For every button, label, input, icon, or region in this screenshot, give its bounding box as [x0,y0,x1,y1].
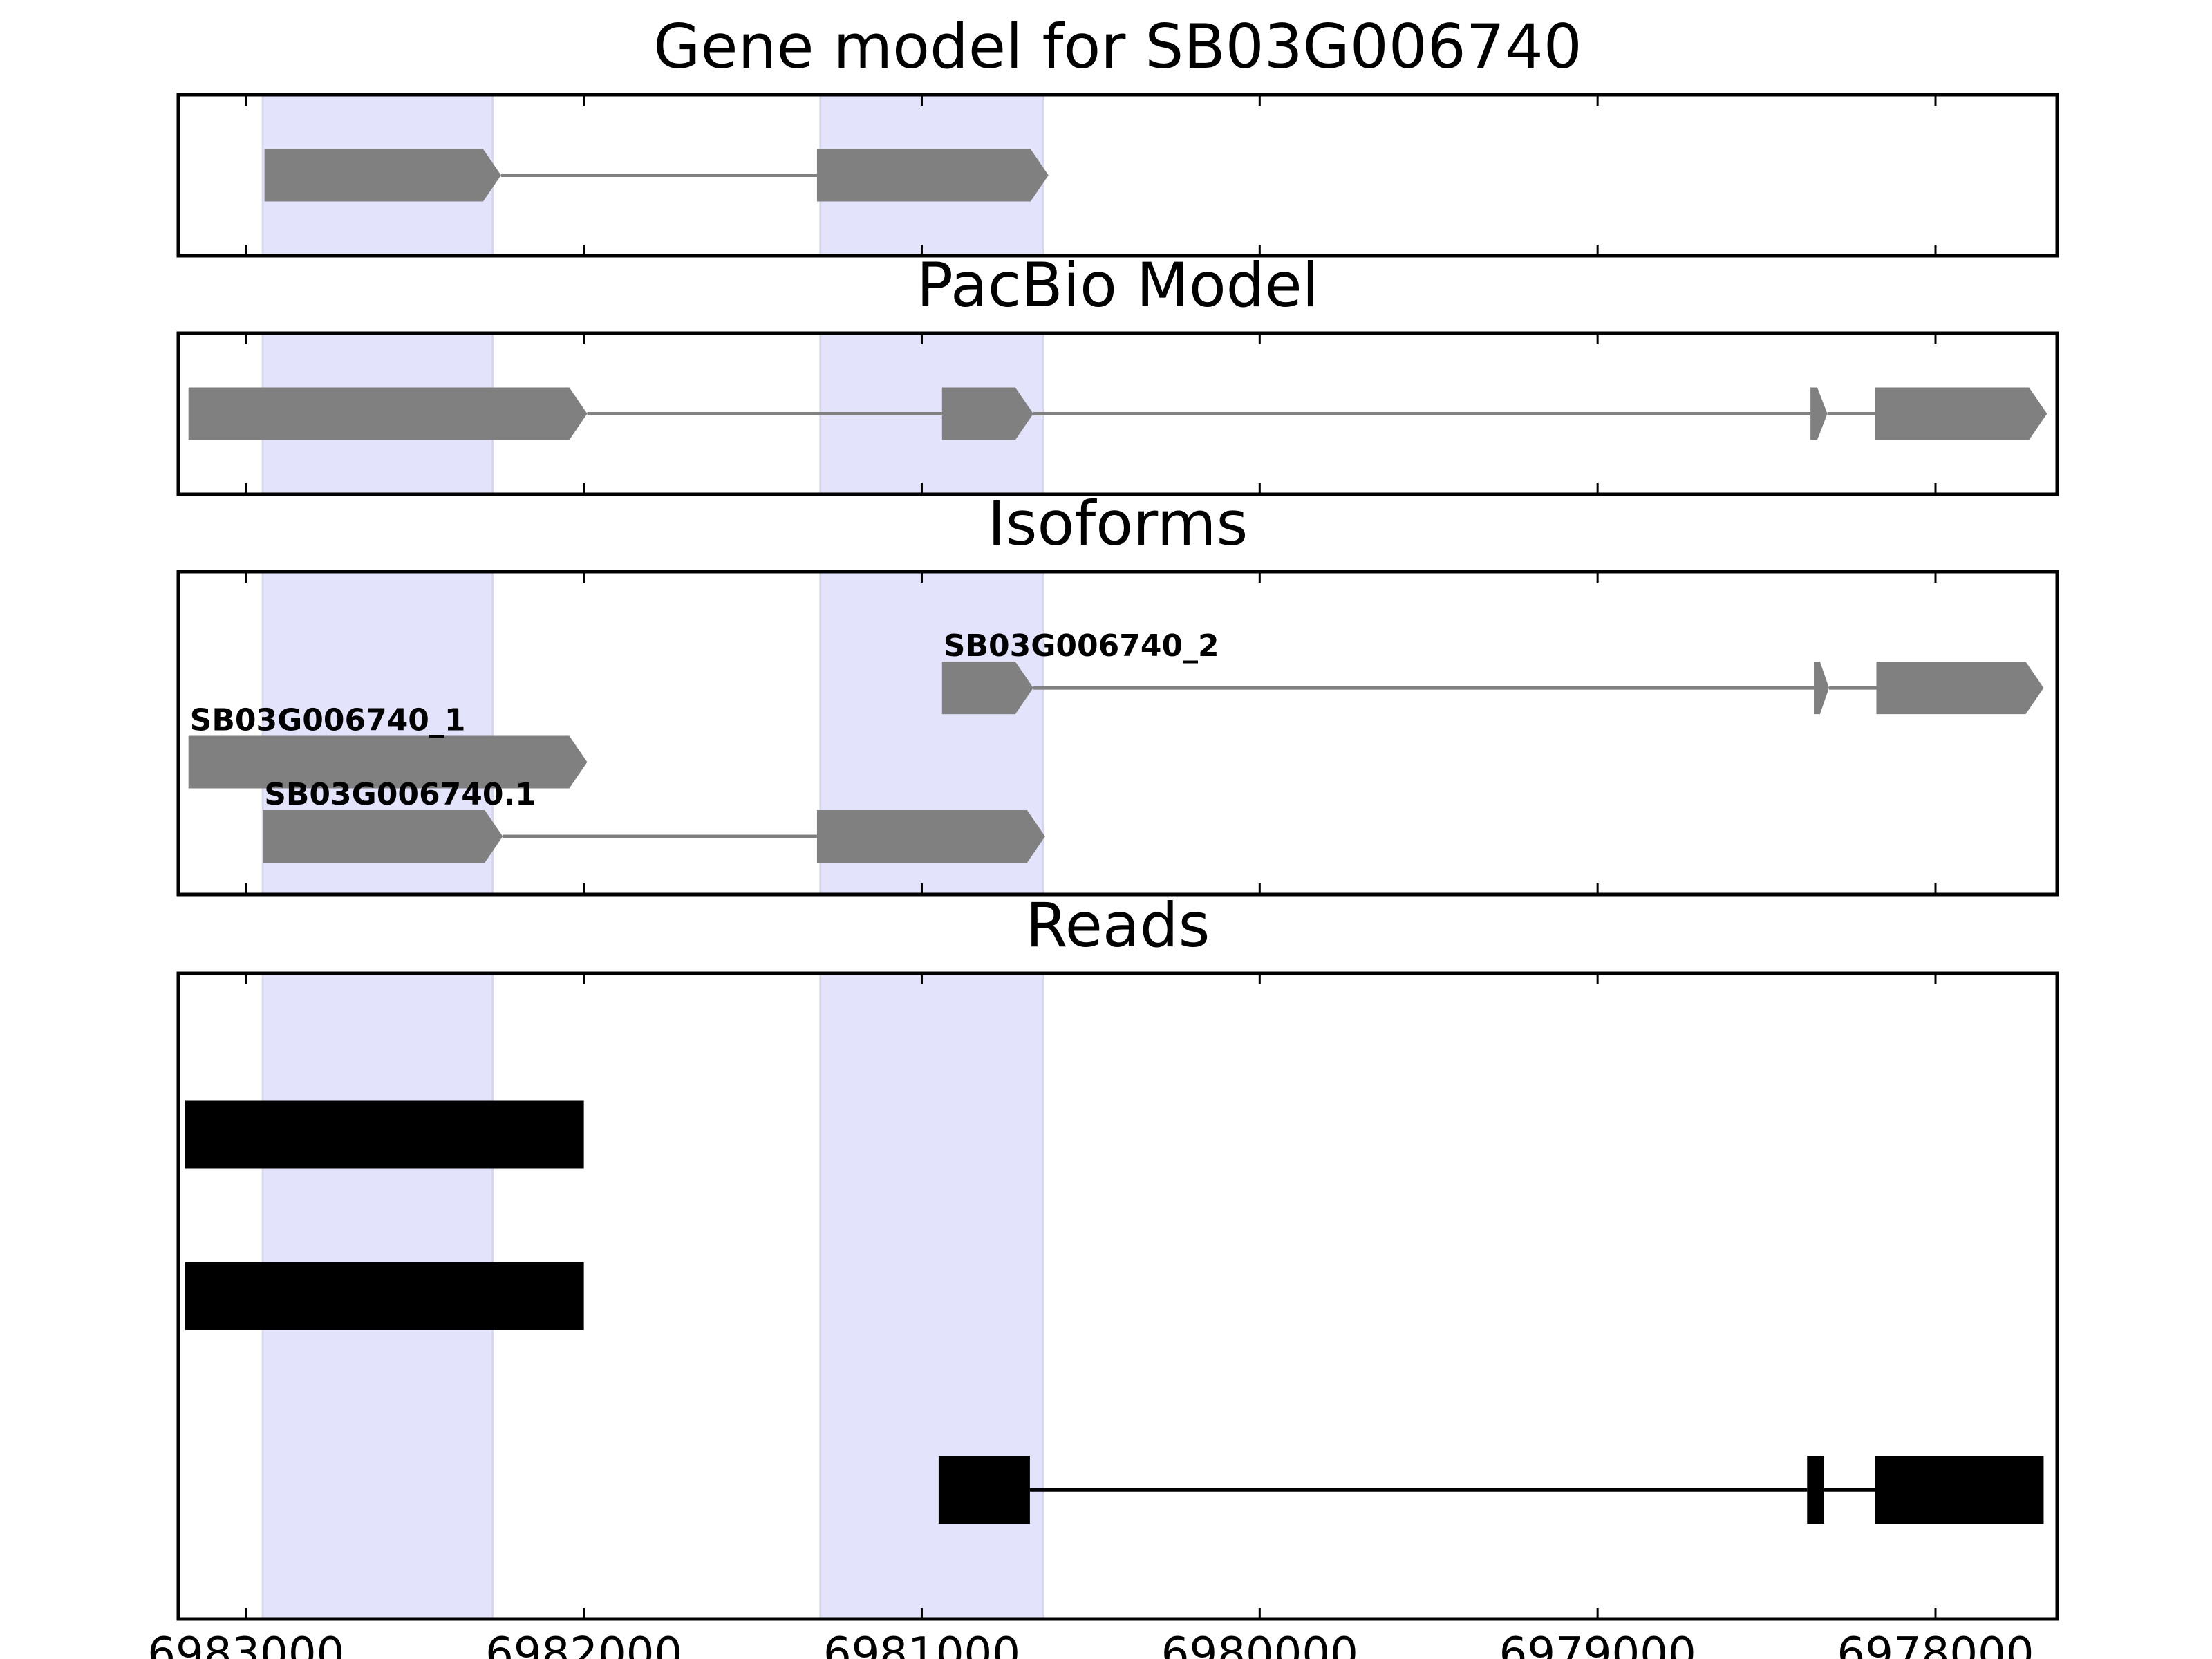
panel-title: Gene model for SB03G006740 [653,11,1582,82]
panel-1: Gene model for SB03G006740 [176,11,2059,258]
x-tick-label: 6981000 [823,1629,1020,1659]
panel-title: PacBio Model [917,250,1319,321]
panel-4: Reads [176,890,2059,1621]
panel-title: Isoforms [988,488,1248,559]
panel-frame [176,331,2059,496]
transcript: SB03G006740_1 [188,703,588,789]
exon-arrow [188,735,588,789]
transcript: SB03G006740.1 [263,777,1045,863]
x-tick-label: 6979000 [1499,1629,1696,1659]
isoform-label: SB03G006740_1 [190,703,466,738]
transcript [188,387,2047,440]
read-block [1875,1456,2044,1524]
x-tick-label: 6978000 [1837,1629,2034,1659]
panel-3: Isoforms SB03G006740_2 SB03G006740_1 SB03G0… [176,488,2059,897]
exon-arrow [264,149,501,202]
x-axis: 6983000 6982000 6981000 6980000 6979000 69780… [147,1629,2034,1659]
transcript: SB03G006740_2 [941,628,2044,715]
exon-arrow [941,387,1033,440]
panel-frame [176,971,2059,1621]
exon-arrow [1814,662,1830,715]
read-block [185,1100,584,1169]
exon-arrow [1875,387,2047,440]
transcript [264,149,1049,202]
exon-arrow [1810,387,1828,440]
read [938,1456,2044,1524]
x-tick-label: 6983000 [147,1629,344,1659]
exon-arrow [816,809,1045,863]
exon-arrow [941,662,1033,715]
panel-2: PacBio Model [176,250,2059,496]
read-block [185,1262,584,1330]
exon-arrow [263,809,503,863]
read-block [1807,1456,1824,1524]
panel-frame [176,93,2059,258]
x-tick-label: 6980000 [1161,1629,1358,1659]
x-tick-label: 6982000 [485,1629,682,1659]
isoform-label: SB03G006740.1 [264,777,536,812]
exon-arrow [816,149,1049,202]
read [185,1100,584,1169]
read-block [938,1456,1030,1524]
read [185,1262,584,1330]
panel-frame [176,570,2059,897]
panel-title: Reads [1026,890,1210,961]
exon-arrow [188,387,588,440]
isoform-label: SB03G006740_2 [944,628,1219,664]
exon-arrow [1876,662,2044,715]
